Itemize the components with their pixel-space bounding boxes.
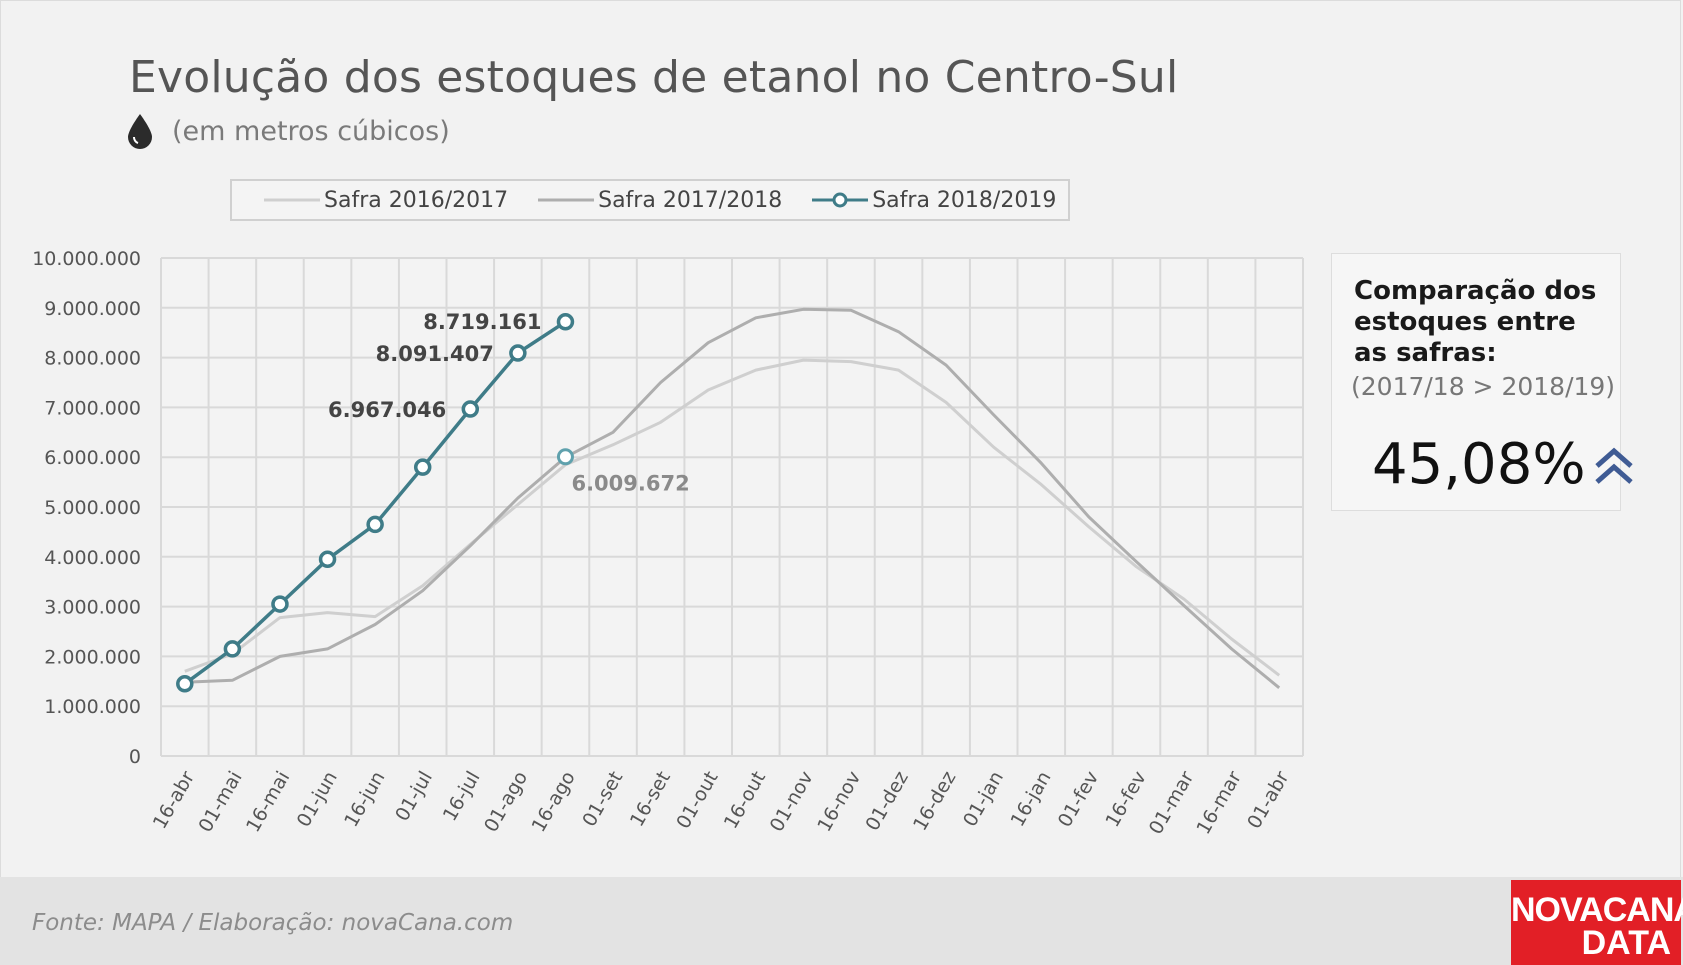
x-tick-label: 01-fev	[1054, 768, 1103, 832]
legend-label-2016: Safra 2016/2017	[324, 187, 509, 213]
y-tick-label: 4.000.000	[44, 547, 141, 569]
x-tick-label: 16-fev	[1101, 768, 1150, 832]
marker-2018	[509, 344, 527, 362]
marker-2018	[461, 400, 480, 418]
y-tick-label: 8.000.000	[44, 348, 141, 370]
x-tick-label: 16-ago	[528, 768, 580, 836]
x-tick-label: 16-abr	[149, 767, 199, 832]
x-tick-label: 01-abr	[1243, 767, 1293, 832]
legend-label-2017: Safra 2017/2018	[598, 187, 783, 213]
data-label: 6.009.672	[571, 472, 689, 496]
legend: Safra 2016/2017 Safra 2017/2018 Safra 20…	[230, 179, 1070, 221]
marker-2018	[271, 595, 289, 613]
y-tick-label: 7.000.000	[44, 397, 141, 419]
legend-line-2018	[812, 192, 869, 208]
x-tick-label: 01-dez	[861, 767, 912, 834]
legend-item-2018: Safra 2018/2019	[812, 188, 1056, 213]
footer-bar	[0, 877, 1683, 965]
legend-line-2017	[538, 198, 595, 202]
marker-2018	[413, 458, 432, 476]
x-tick-label: 01-ago	[480, 768, 532, 836]
logo-line-2: DATA	[1581, 924, 1671, 962]
legend-label-2018: Safra 2018/2019	[872, 187, 1057, 213]
x-tick-label: 16-mar	[1192, 767, 1246, 838]
marker-2017-highlight	[556, 448, 574, 466]
legend-item-2016: Safra 2016/2017	[264, 188, 508, 213]
x-tick-label: 16-out	[720, 768, 770, 833]
x-tick-label: 01-mar	[1145, 767, 1199, 838]
x-tick-label: 01-out	[672, 768, 722, 833]
x-tick-label: 01-set	[578, 768, 627, 831]
double-chevron-up-icon	[1595, 447, 1633, 484]
y-tick-label: 0	[129, 746, 141, 768]
y-tick-label: 2.000.000	[44, 646, 141, 668]
x-tick-label: 16-set	[626, 768, 675, 831]
marker-2018	[318, 550, 337, 569]
x-tick-label: 16-mai	[242, 768, 294, 837]
x-tick-label: 01-nov	[766, 768, 818, 836]
marker-2018	[556, 313, 575, 331]
x-tick-label: 16-jul	[439, 768, 485, 825]
x-tick-label: 01-mai	[194, 768, 246, 837]
y-tick-label: 3.000.000	[44, 597, 141, 619]
panel-value: 45,08%	[1372, 432, 1586, 497]
x-tick-label: 16-jun	[340, 768, 389, 831]
chart-subtitle: (em metros cúbicos)	[172, 115, 450, 147]
comparison-panel: Comparação dos estoques entre as safras:…	[1331, 253, 1633, 511]
panel-title: Comparação dos estoques entre as safras:	[1354, 276, 1597, 368]
panel-subtitle: (2017/18 > 2018/19)	[1351, 372, 1616, 401]
logo-line-1: NOVACANA	[1511, 891, 1683, 929]
x-tick-label: 01-jun	[293, 768, 342, 831]
y-tick-label: 5.000.000	[44, 497, 141, 519]
subtitle-row: (em metros cúbicos)	[126, 113, 450, 149]
legend-line-2016	[264, 198, 320, 202]
chart-title: Evolução dos estoques de etanol no Centr…	[129, 52, 1179, 103]
novacana-logo: NOVACANA DATA	[1511, 880, 1683, 965]
series-line-2016	[184, 358, 1281, 677]
x-tick-label: 16-nov	[813, 768, 865, 836]
x-tick-label: 16-jan	[1007, 768, 1056, 831]
series-line-2017	[184, 307, 1281, 689]
marker-2018	[223, 640, 242, 658]
x-tick-label: 01-jan	[959, 767, 1008, 830]
drop-icon	[128, 114, 152, 149]
data-label: 6.967.046	[328, 398, 446, 422]
y-tick-label: 10.000.000	[32, 248, 141, 270]
marker-2018	[176, 675, 194, 693]
y-tick-label: 6.000.000	[44, 447, 141, 469]
data-label: 8.719.161	[423, 310, 541, 334]
source-note: Fonte: MAPA / Elaboração: novaCana.com	[32, 910, 514, 936]
x-tick-label: 01-jul	[391, 768, 437, 825]
y-tick-label: 9.000.000	[44, 298, 141, 320]
marker-2018	[366, 515, 384, 534]
y-tick-label: 1.000.000	[44, 696, 141, 718]
data-label: 8.091.407	[376, 342, 494, 366]
legend-item-2017: Safra 2017/2018	[538, 188, 782, 213]
x-tick-label: 16-dez	[909, 767, 960, 834]
